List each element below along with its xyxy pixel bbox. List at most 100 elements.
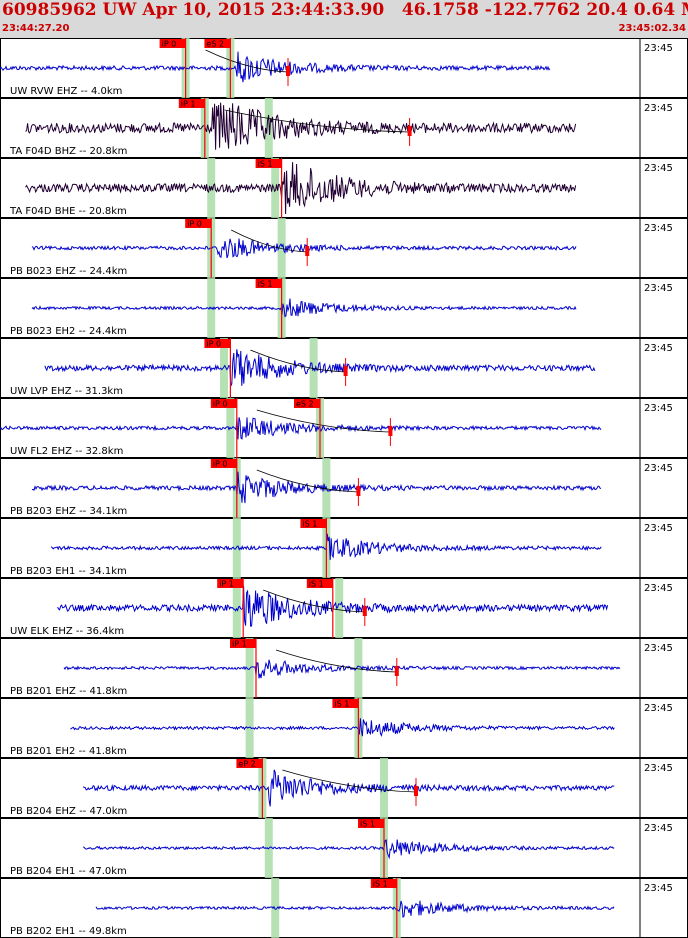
trace-panel: 23:45 iP 0 eS 2 UW RVW EHZ -- 4.0km (0, 38, 688, 98)
coda-marker-box (343, 366, 348, 376)
trace-panel: 23:45 iP 1 iS 1 UW ELK EHZ -- 36.4km (0, 578, 688, 638)
pick-flag (255, 159, 282, 168)
station-label: UW LVP EHZ -- 31.3km (10, 386, 123, 397)
pick-label: iS 1 (258, 160, 273, 169)
coda-decay-curve (250, 349, 346, 373)
time-tick-label: 23:45 (644, 523, 673, 534)
station-label: PB B201 EH2 -- 41.8km (10, 746, 127, 757)
coda-decay-curve (231, 229, 308, 253)
waveform-trace (70, 718, 615, 738)
seismogram-panels: 23:45 iP 0 eS 2 UW RVW EHZ -- 4.0km 23:45 iP … (0, 38, 688, 938)
station-label: PB B204 EH1 -- 47.0km (10, 866, 127, 877)
waveform-trace (44, 349, 596, 387)
station-label: PB B201 EHZ -- 41.8km (10, 686, 127, 697)
pick-band (220, 338, 228, 398)
time-tick-label: 23:45 (644, 703, 673, 714)
waveform-trace (63, 659, 621, 679)
waveform-trace (31, 298, 577, 318)
station-label: PB B203 EH1 -- 34.1km (10, 566, 127, 577)
pick-flag (230, 639, 256, 648)
pick-label: iP 1 (232, 640, 247, 649)
trace-panel: 23:45 iS 1 PB B023 EH2 -- 24.4km (0, 278, 688, 338)
trace-panel: 23:45 iP 0 PB B023 EHZ -- 24.4km (0, 218, 688, 278)
pick-flag (217, 579, 244, 588)
trace-panel: 23:45 iP 1 TA F04D BHZ -- 20.8km (0, 98, 688, 158)
time-tick-label: 23:45 (644, 463, 673, 474)
pick-label: iS 1 (302, 520, 317, 529)
coda-decay-curve (282, 769, 417, 793)
pick-band (245, 698, 254, 758)
pick-label: iP 1 (181, 100, 196, 109)
time-tick-label: 23:45 (644, 283, 673, 294)
pick-band (232, 518, 241, 578)
pick-band (232, 578, 241, 638)
coda-decay-curve (205, 49, 289, 73)
trace-panel: 23:45 iS 1 PB B202 EH1 -- 49.8km (0, 878, 688, 938)
event-header: 60985962 UW Apr 10, 2015 23:44:33.90 46.… (0, 0, 688, 38)
time-tick-label: 23:45 (644, 103, 673, 114)
station-label: PB B023 EHZ -- 24.4km (10, 266, 127, 277)
waveform-trace (25, 102, 577, 150)
station-label: UW ELK EHZ -- 36.4km (10, 626, 124, 637)
pick-flag (358, 819, 384, 828)
pick-label: iP 0 (162, 40, 177, 49)
pick-flag (178, 99, 205, 108)
time-tick-label: 23:45 (644, 343, 673, 354)
coda-marker-box (388, 426, 393, 436)
pick-flag (300, 519, 327, 528)
trace-panel: 23:45 iS 1 TA F04D BHE -- 20.8km (0, 158, 688, 218)
pick-band (271, 158, 280, 218)
trace-panel: 23:45 iP 1 PB B201 EHZ -- 41.8km (0, 638, 688, 698)
pick-label: iS 1 (373, 880, 388, 889)
time-tick-label: 23:45 (644, 823, 673, 834)
pick-flag (332, 699, 359, 708)
trace-panel: 23:45 iS 1 PB B204 EH1 -- 47.0km (0, 818, 688, 878)
waveform-trace (95, 900, 615, 919)
pick-flag (370, 879, 397, 888)
pick-flag (204, 339, 231, 348)
pick-band (277, 218, 286, 278)
pick-label: eP 2 (238, 760, 255, 769)
pick-label: iP 0 (187, 220, 202, 229)
coda-marker-box (356, 486, 361, 496)
pick-label: eS 2 (206, 40, 224, 49)
coda-decay-curve (224, 109, 410, 133)
station-label: PB B204 EHZ -- 47.0km (10, 806, 127, 817)
waveform-trace (82, 769, 615, 807)
pick-flag (159, 39, 186, 48)
coda-marker-box (305, 246, 310, 256)
coda-decay-curve (275, 649, 397, 673)
pick-flag (255, 279, 282, 288)
coda-marker-box (407, 126, 412, 136)
waveform-trace (0, 51, 551, 83)
waveform-trace (31, 471, 602, 504)
pick-label: iP 0 (213, 400, 228, 409)
station-label: TA F04D BHE -- 20.8km (9, 206, 127, 217)
station-label: TA F04D BHZ -- 20.8km (9, 146, 127, 157)
time-tick-label: 23:45 (644, 763, 673, 774)
coda-decay-curve (263, 589, 365, 613)
trace-panel: 23:45 iP 0 eS 2 UW FL2 EHZ -- 32.8km (0, 398, 688, 458)
window-start-time: 23:44:27.20 (2, 23, 70, 34)
waveform-trace (0, 417, 602, 440)
pick-flag (236, 759, 263, 768)
pick-label: iP 0 (213, 460, 228, 469)
pick-label: iP 1 (219, 580, 234, 589)
trace-panel: 23:45 iS 1 PB B201 EH2 -- 41.8km (0, 698, 688, 758)
pick-label: iS 1 (258, 280, 273, 289)
time-tick-label: 23:45 (644, 403, 673, 414)
station-label: UW FL2 EHZ -- 32.8km (10, 446, 123, 457)
pick-flag (294, 399, 320, 408)
pick-flag (210, 459, 237, 468)
time-tick-label: 23:45 (644, 883, 673, 894)
station-label: UW RVW EHZ -- 4.0km (10, 86, 122, 97)
pick-flag (185, 219, 212, 228)
trace-panel: 23:45 eP 2 PB B204 EHZ -- 47.0km (0, 758, 688, 818)
pick-label: iS 1 (309, 580, 324, 589)
waveform-trace (82, 839, 615, 860)
window-end-time: 23:45:02.34 (618, 23, 686, 34)
trace-panel: 23:45 iS 1 PB B203 EH1 -- 34.1km (0, 518, 688, 578)
pick-flag (204, 39, 231, 48)
event-title: 60985962 UW Apr 10, 2015 23:44:33.90 46.… (2, 0, 688, 20)
time-tick-label: 23:45 (644, 643, 673, 654)
